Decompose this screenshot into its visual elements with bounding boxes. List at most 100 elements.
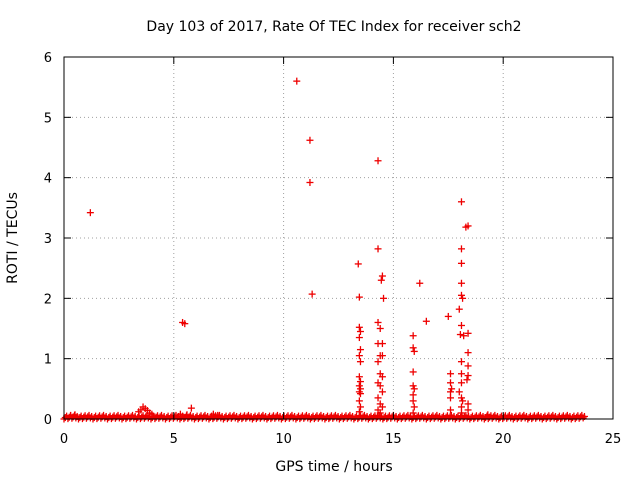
y-tick-label: 0 — [44, 413, 52, 428]
data-point — [456, 331, 464, 339]
y-axis-label: ROTI / TECUs — [5, 192, 21, 284]
data-point — [356, 378, 364, 386]
data-point — [464, 372, 472, 380]
data-point — [457, 394, 465, 402]
data-point — [446, 388, 454, 396]
data-point — [464, 400, 472, 408]
data-point — [409, 391, 417, 399]
data-point — [356, 390, 364, 398]
data-point — [459, 294, 467, 302]
data-point — [354, 260, 362, 268]
data-point — [457, 403, 465, 411]
data-point — [355, 334, 363, 342]
data-point — [86, 209, 94, 217]
data-point — [457, 291, 465, 299]
x-tick-label: 5 — [170, 432, 178, 447]
data-point — [356, 412, 364, 420]
chart-title: Day 103 of 2017, Rate Of TEC Index for r… — [146, 19, 521, 35]
data-point — [410, 403, 418, 411]
data-point — [446, 406, 454, 414]
data-point — [409, 344, 417, 352]
data-point — [378, 403, 386, 411]
data-point — [380, 294, 388, 302]
axes: 0 5 10 15 20 25 0 1 2 3 4 5 6 — [44, 51, 622, 447]
data-point — [463, 376, 471, 384]
data-point — [209, 410, 217, 418]
data-point — [378, 388, 386, 396]
x-tick-label: 25 — [605, 432, 622, 447]
data-point — [457, 245, 465, 253]
data-point — [462, 223, 470, 231]
data-point — [464, 349, 472, 357]
data-point — [484, 411, 492, 419]
x-tick-label: 0 — [60, 432, 68, 447]
data-point — [409, 382, 417, 390]
data-point — [410, 347, 418, 355]
y-tick-label: 3 — [44, 232, 52, 247]
data-point — [183, 411, 191, 419]
data-point — [464, 362, 472, 370]
data-point — [416, 279, 424, 287]
data-point — [355, 382, 363, 390]
y-tick-label: 2 — [44, 292, 52, 307]
data-point — [214, 411, 222, 419]
data-point — [378, 352, 386, 360]
data-point — [306, 136, 314, 144]
plot-frame — [63, 56, 614, 420]
data-points — [60, 77, 588, 423]
data-point — [409, 409, 417, 417]
data-point — [355, 373, 363, 381]
data-point — [457, 358, 465, 366]
data-point — [422, 317, 430, 325]
x-axis-label: GPS time / hours — [275, 459, 392, 475]
data-point — [455, 305, 463, 313]
x-tick-label: 20 — [495, 432, 512, 447]
data-point — [457, 370, 465, 378]
data-point — [446, 370, 454, 378]
data-point — [293, 77, 301, 85]
data-point — [356, 328, 364, 336]
data-point — [374, 157, 382, 165]
data-point — [446, 394, 454, 402]
grid-layer — [64, 57, 613, 419]
data-point — [464, 329, 472, 337]
baseline-point — [579, 414, 587, 422]
data-point — [355, 293, 363, 301]
data-point — [409, 368, 417, 376]
y-tick-label: 4 — [44, 172, 52, 187]
data-point — [374, 318, 382, 326]
data-point — [457, 279, 465, 287]
y-tick-label: 1 — [44, 353, 52, 368]
data-point — [356, 346, 364, 354]
data-point — [374, 394, 382, 402]
x-tick-label: 10 — [275, 432, 292, 447]
data-point — [355, 352, 363, 360]
data-point — [377, 276, 385, 284]
data-point — [355, 408, 363, 416]
data-point — [176, 410, 184, 418]
data-point — [356, 358, 364, 366]
data-point — [457, 409, 465, 417]
data-point — [409, 332, 417, 340]
y-tick-label: 5 — [44, 111, 52, 126]
data-point — [355, 397, 363, 405]
data-point — [355, 323, 363, 331]
data-point — [376, 382, 384, 390]
data-point — [181, 320, 189, 328]
data-point — [409, 397, 417, 405]
data-point — [378, 272, 386, 280]
data-point — [464, 406, 472, 414]
data-point — [457, 379, 465, 387]
y-tick-label: 6 — [44, 51, 52, 66]
data-point — [187, 404, 195, 412]
data-point — [457, 321, 465, 329]
data-point — [148, 410, 156, 418]
data-point — [376, 325, 384, 332]
data-point — [460, 332, 468, 340]
data-point — [71, 411, 79, 419]
data-point — [374, 358, 382, 366]
data-point — [444, 312, 452, 320]
data-point — [455, 388, 463, 396]
data-point — [410, 385, 418, 393]
